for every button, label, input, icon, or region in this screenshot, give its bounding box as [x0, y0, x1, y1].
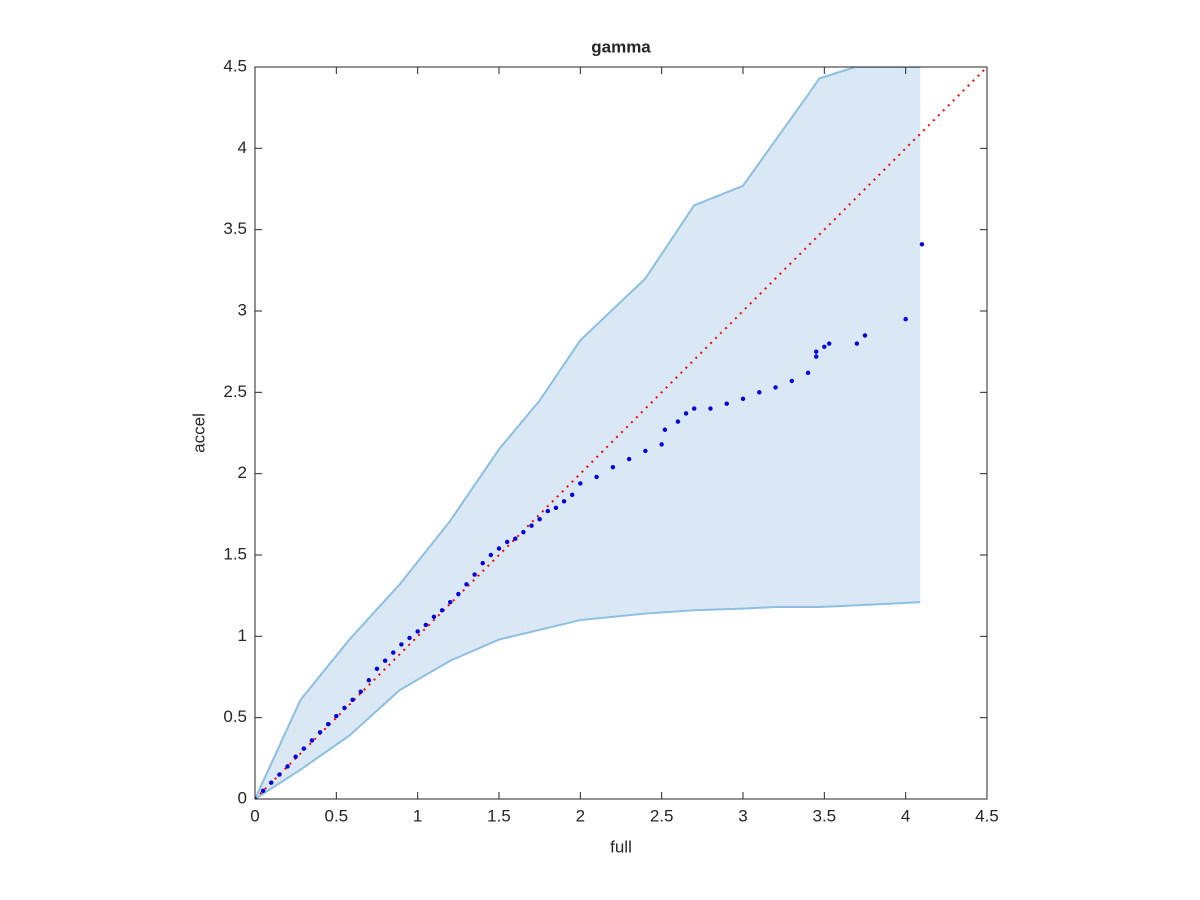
data-point — [578, 481, 583, 486]
data-point — [277, 772, 282, 777]
data-point — [561, 499, 567, 504]
data-point — [822, 344, 827, 349]
x-tick-label: 0 — [250, 806, 259, 825]
data-point — [301, 746, 306, 751]
data-point — [480, 560, 485, 566]
x-tick-label: 4 — [901, 806, 910, 825]
data-point — [423, 622, 428, 628]
data-point — [407, 635, 412, 641]
y-tick-label: 0 — [238, 788, 247, 807]
data-point — [317, 730, 323, 735]
data-point — [814, 354, 819, 359]
x-tick-label: 3.5 — [813, 806, 837, 825]
y-tick-label: 0.5 — [223, 707, 247, 726]
data-point — [659, 442, 664, 447]
data-point — [285, 764, 290, 769]
data-point — [553, 505, 559, 511]
x-axis-label: full — [610, 837, 632, 856]
data-point — [269, 780, 274, 785]
data-point — [805, 370, 811, 376]
y-axis-label: accel — [189, 413, 208, 453]
reference-line — [255, 67, 987, 799]
data-point — [773, 385, 778, 390]
data-point — [326, 721, 331, 727]
data-point — [545, 508, 550, 514]
band-lower-edge — [255, 601, 921, 799]
data-point — [366, 678, 372, 683]
x-tick-label: 0.5 — [325, 806, 349, 825]
y-tick-label: 1.5 — [223, 544, 247, 563]
data-point — [342, 705, 347, 711]
data-point — [692, 406, 697, 411]
data-point — [740, 396, 746, 402]
axes-box — [254, 66, 988, 800]
data-point — [626, 456, 632, 462]
data-point — [374, 666, 380, 672]
chart-title: gamma — [591, 37, 651, 56]
data-point — [724, 401, 729, 406]
data-point — [464, 582, 469, 587]
data-point — [903, 316, 908, 322]
data-point — [488, 552, 494, 558]
data-point — [504, 539, 510, 545]
y-tick-label: 4.5 — [223, 56, 247, 75]
data-point — [293, 754, 298, 759]
data-point — [862, 333, 868, 338]
data-point — [513, 536, 518, 541]
y-tick-label: 1 — [238, 626, 247, 645]
data-point — [789, 378, 794, 384]
data-point — [683, 411, 689, 416]
data-point — [757, 390, 762, 395]
data-point — [496, 546, 502, 551]
data-point — [521, 530, 526, 535]
data-point — [708, 406, 713, 411]
data-point — [399, 642, 404, 647]
data-point — [827, 341, 832, 346]
data-point — [415, 629, 420, 634]
data-point — [675, 419, 681, 424]
data-point — [448, 599, 453, 605]
y-tick-label: 4 — [238, 138, 247, 157]
data-point — [594, 474, 599, 480]
x-tick-label: 4.5 — [975, 806, 999, 825]
data-point — [431, 614, 437, 620]
data-point — [391, 650, 396, 655]
data-point — [529, 523, 534, 528]
data-point — [334, 713, 339, 719]
data-point — [662, 427, 668, 432]
data-point — [814, 349, 819, 354]
data-point — [570, 492, 575, 498]
data-point — [456, 591, 461, 597]
y-tick-label: 2 — [238, 463, 247, 482]
x-tick-label: 2.5 — [650, 806, 674, 825]
data-point — [309, 738, 315, 743]
data-point — [537, 517, 542, 522]
confidence-band — [255, 67, 921, 799]
data-point — [919, 242, 925, 247]
data-point — [255, 796, 258, 799]
data-point — [358, 689, 363, 694]
data-point — [439, 608, 445, 613]
data-point — [643, 448, 648, 454]
band-upper-edge — [255, 67, 921, 799]
data-point — [260, 788, 266, 794]
x-tick-label: 2 — [576, 806, 585, 825]
data-point — [382, 658, 388, 663]
data-point — [472, 572, 477, 577]
y-tick-label: 3 — [238, 300, 247, 319]
x-tick-label: 1.5 — [487, 806, 511, 825]
data-point — [854, 341, 860, 346]
plot-area — [255, 67, 987, 799]
x-tick-label: 1 — [413, 806, 422, 825]
y-tick-label: 3.5 — [223, 219, 247, 238]
x-tick-label: 3 — [738, 806, 747, 825]
data-point — [350, 697, 355, 702]
y-tick-label: 2.5 — [223, 382, 247, 401]
data-point — [610, 464, 616, 470]
